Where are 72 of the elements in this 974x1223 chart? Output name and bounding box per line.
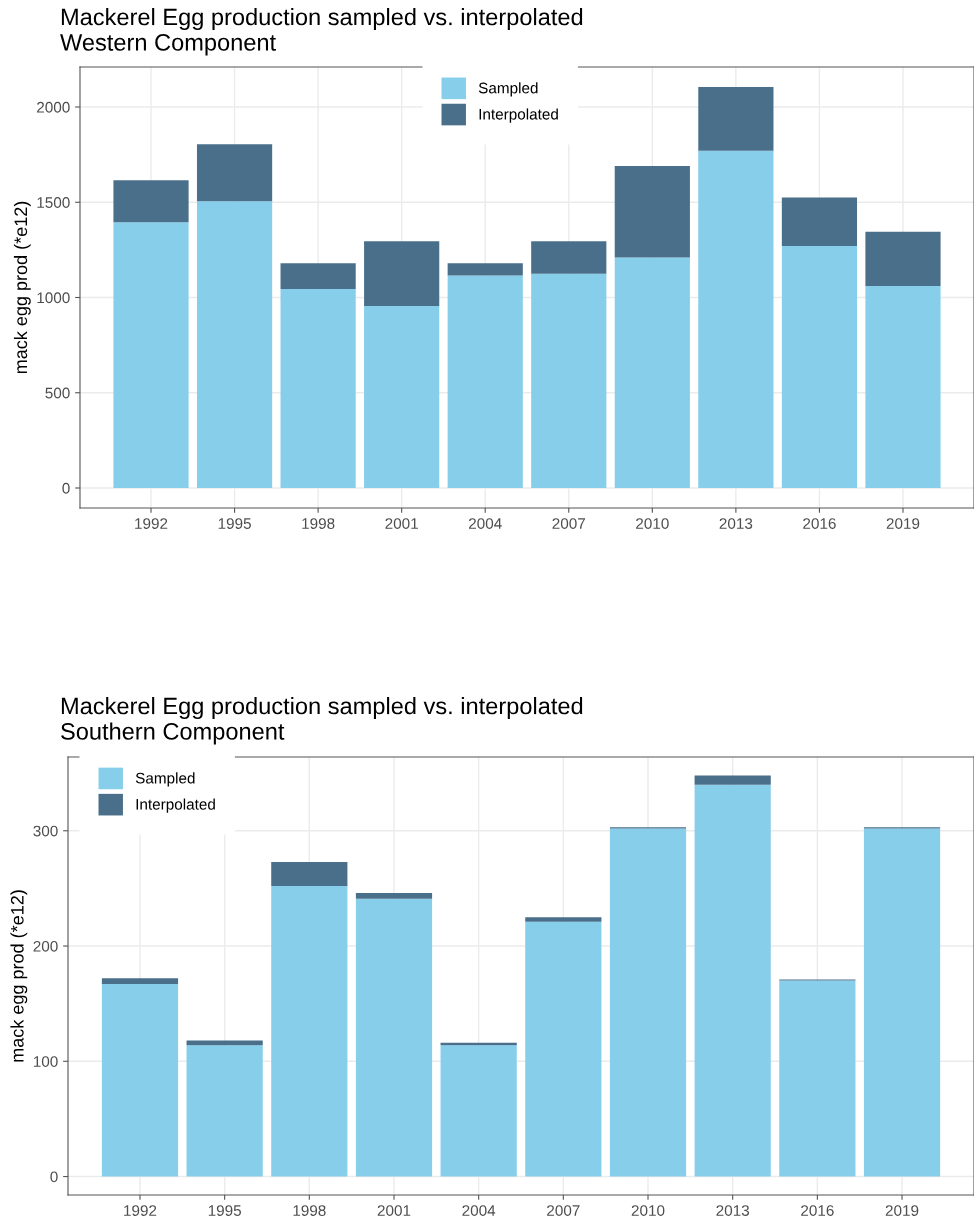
x-tick-label: 2007	[547, 1205, 580, 1216]
legend-label: Sampled	[135, 772, 195, 787]
x-tick-label: 2001	[377, 1205, 411, 1216]
bar	[531, 241, 607, 274]
bar	[614, 257, 690, 488]
x-tick-label: 2010	[636, 518, 669, 529]
bar	[280, 263, 356, 289]
y-tick-label: 1500	[37, 197, 70, 208]
bar	[525, 921, 602, 1177]
x-tick-label: 2013	[719, 518, 753, 529]
x-tick-label: 1995	[208, 1205, 241, 1216]
bar	[355, 898, 433, 1177]
bar	[196, 144, 273, 202]
bar	[101, 978, 179, 985]
x-tick-label: 1995	[218, 518, 251, 529]
bar	[364, 241, 440, 307]
bar	[694, 784, 771, 1177]
x-tick-label: 2001	[385, 518, 418, 529]
bar	[694, 775, 771, 785]
bar	[781, 246, 858, 488]
y-tick-label: 100	[33, 1056, 58, 1067]
bar	[609, 828, 687, 1177]
y-axis-title: mack egg prod (*e12)	[10, 890, 28, 1062]
bar	[101, 984, 179, 1177]
bar	[865, 286, 941, 488]
bar	[531, 273, 607, 488]
x-tick-label: 1998	[293, 1205, 326, 1216]
bar	[364, 306, 440, 488]
x-tick-label: 1992	[135, 518, 168, 529]
x-tick-label: 2007	[552, 518, 585, 529]
bar	[280, 288, 356, 488]
y-axis-title: mack egg prod (*e12)	[13, 201, 31, 374]
legend-label: Interpolated	[479, 108, 558, 123]
chart-title: Mackerel Egg production sampled vs. interpolated Southern Component	[61, 697, 583, 745]
y-tick-label: 0	[62, 482, 70, 494]
bar	[781, 197, 858, 247]
chart-title: Mackerel Egg production sampled vs. interpolated Western Component	[60, 8, 583, 56]
y-tick-label: 500	[45, 387, 70, 399]
x-tick-label: 2019	[886, 518, 920, 529]
bar	[113, 180, 189, 223]
bar	[525, 917, 602, 922]
bar	[196, 201, 273, 488]
bar	[779, 980, 856, 1177]
x-tick-label: 1992	[124, 1205, 157, 1216]
x-tick-label: 2016	[803, 518, 836, 529]
bar	[355, 893, 433, 899]
x-tick-label: 2013	[716, 1205, 750, 1216]
x-tick-label: 2016	[801, 1205, 834, 1216]
x-tick-label: 2019	[885, 1205, 919, 1216]
bar	[865, 231, 941, 287]
y-tick-label: 1000	[37, 292, 70, 304]
bar	[614, 166, 690, 258]
y-tick-label: 2000	[37, 101, 70, 113]
bar	[186, 1045, 263, 1177]
bar	[113, 222, 189, 488]
bar	[447, 263, 523, 276]
y-tick-label: 300	[33, 825, 58, 837]
x-tick-label: 1998	[302, 518, 335, 529]
legend-label: Sampled	[478, 82, 538, 97]
y-tick-label: 0	[50, 1171, 58, 1183]
bar	[447, 275, 523, 488]
x-tick-label: 2010	[631, 1205, 665, 1216]
bar	[698, 87, 774, 151]
bar	[440, 1045, 517, 1177]
x-tick-label: 2004	[469, 518, 502, 529]
x-tick-label: 2004	[462, 1205, 496, 1216]
bar	[698, 150, 774, 488]
bar	[271, 886, 348, 1177]
bar	[271, 861, 348, 887]
bar	[863, 828, 941, 1177]
legend-label: Interpolated	[136, 798, 215, 813]
y-tick-label: 200	[33, 940, 58, 952]
